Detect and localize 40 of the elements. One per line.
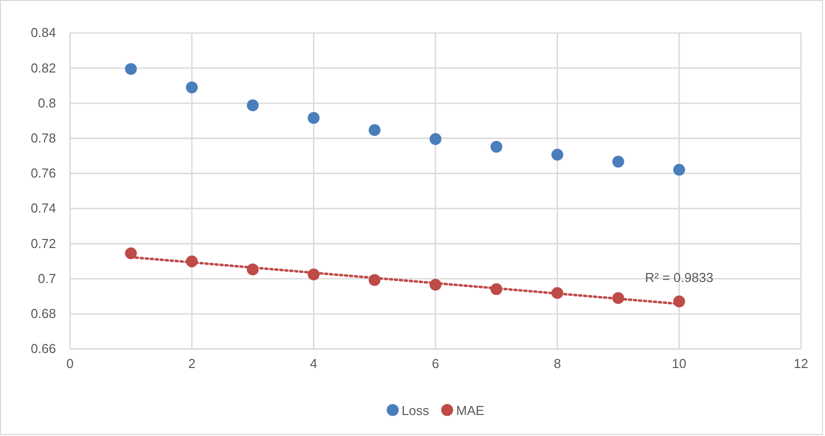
point	[430, 278, 442, 291]
point	[673, 164, 686, 176]
x-tick-label: 10	[672, 356, 686, 372]
point	[612, 156, 624, 168]
legend-label: MAE	[456, 403, 485, 418]
y-tick-label: 0.8	[38, 95, 56, 110]
x-tick-label: 2	[188, 356, 196, 372]
x-tick-label: 8	[554, 356, 561, 372]
x-tick-label: 6	[432, 356, 440, 372]
point	[246, 99, 259, 112]
point	[430, 133, 442, 145]
y-tick-label: 0.66	[30, 341, 56, 356]
point	[673, 296, 686, 308]
point	[490, 283, 502, 296]
point	[612, 292, 624, 304]
x-tick-label: 0	[66, 356, 74, 372]
point	[246, 264, 259, 276]
y-tick-label: 0.7	[38, 270, 56, 286]
point	[490, 140, 502, 153]
y-tick-label: 0.68	[30, 306, 56, 322]
x-tick-label: 4	[310, 356, 318, 372]
y-tick-label: 0.74	[30, 200, 56, 216]
point	[551, 287, 564, 299]
point	[125, 63, 137, 75]
y-tick-label: 0.72	[30, 236, 56, 251]
point	[308, 112, 320, 124]
x-tick-label: 12	[794, 356, 808, 372]
point	[186, 255, 198, 268]
point	[125, 247, 137, 260]
y-tick-label: 0.82	[30, 60, 56, 76]
point	[551, 148, 564, 161]
point	[368, 274, 380, 286]
y-tick-label: 0.84	[30, 25, 56, 40]
point	[186, 82, 198, 94]
annotation: R² = 0.9833	[645, 270, 714, 285]
point	[368, 124, 380, 136]
y-tick-label: 0.78	[30, 130, 56, 146]
point	[308, 268, 320, 280]
legend-label: Loss	[402, 403, 430, 418]
y-tick-label: 0.76	[30, 166, 56, 181]
